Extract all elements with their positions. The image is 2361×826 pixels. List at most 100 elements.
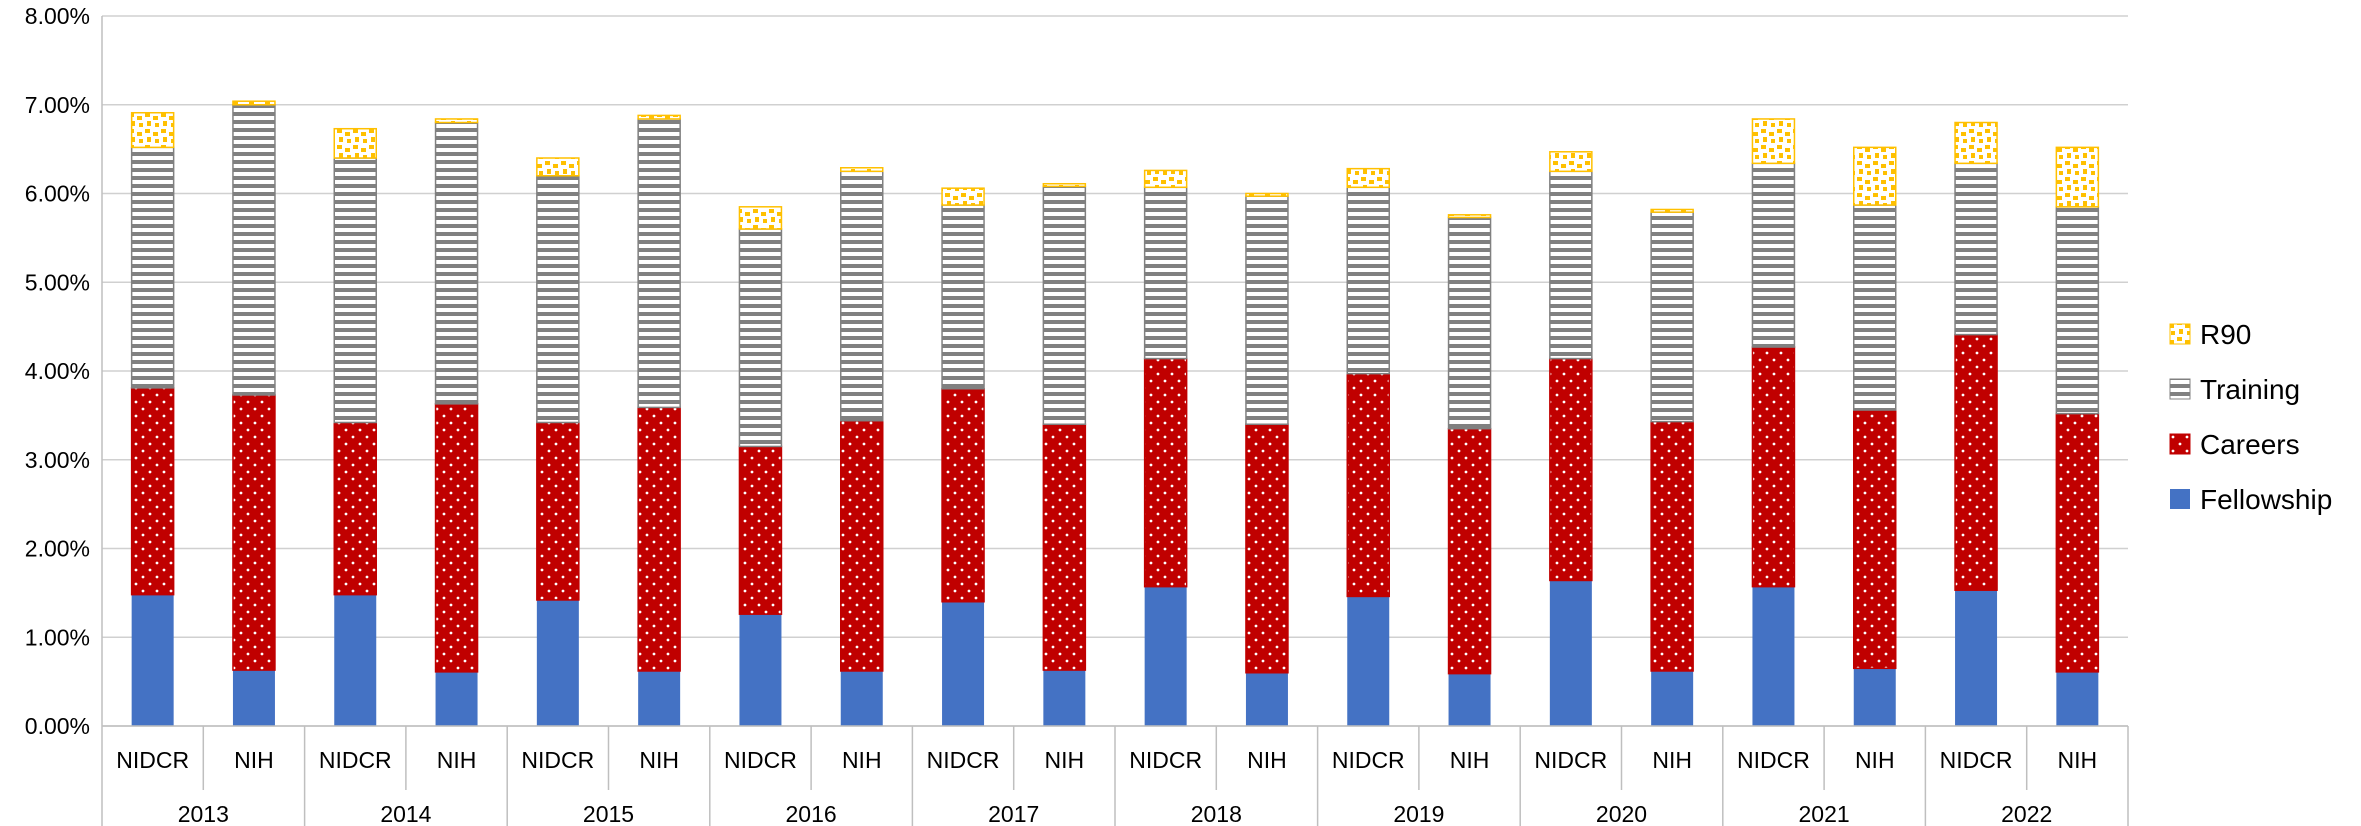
bar-segment-training-4 xyxy=(536,175,580,424)
x-axis: NIDCR NIH NIDCR NIH NIDCR NIH NIDCR NIH NIDCR NIH… xyxy=(101,725,2129,826)
bar-segment-careers-2 xyxy=(333,421,377,596)
bar-segment-careers-1 xyxy=(232,394,276,671)
bar-segment-training-8 xyxy=(941,204,985,390)
y-tick-label: 1.00% xyxy=(25,624,90,650)
year-label: 2022 xyxy=(2001,801,2052,826)
bar-segment-r90-17 xyxy=(1853,146,1897,206)
bar-segment-careers-12 xyxy=(1346,372,1390,598)
x-tick-label: NIDCR xyxy=(1940,747,2013,773)
x-tick-label: NIDCR xyxy=(1534,747,1607,773)
bar-segment-training-2 xyxy=(333,157,377,424)
y-tick-label: 6.00% xyxy=(25,181,90,207)
x-tick-label: NIDCR xyxy=(927,747,1000,773)
bar-segment-training-19 xyxy=(2055,206,2100,415)
y-tick-label: 0.00% xyxy=(25,713,90,739)
bar-segment-fellowship-11 xyxy=(1245,672,1288,726)
bar-segment-training-1 xyxy=(232,104,276,396)
bar-segment-r90-12 xyxy=(1346,167,1390,189)
bar-segment-training-5 xyxy=(637,118,681,409)
year-label: 2021 xyxy=(1799,801,1850,826)
bar-segment-fellowship-6 xyxy=(739,614,782,726)
legend-item-training: Training xyxy=(2169,374,2300,405)
bar-segment-r90-16 xyxy=(1751,118,1796,165)
bar-segment-r90-19 xyxy=(2055,146,2100,208)
bar-segment-training-9 xyxy=(1042,185,1087,425)
legend-label: Careers xyxy=(2200,429,2300,460)
year-label: 2020 xyxy=(1596,801,1647,826)
bar-segment-careers-5 xyxy=(637,406,681,672)
bar-segment-fellowship-9 xyxy=(1043,670,1086,726)
legend-item-careers: Careers xyxy=(2169,429,2300,460)
legend-item-r90: R90 xyxy=(2169,319,2251,350)
legend: R90 Training Careers Fellowship xyxy=(2169,319,2332,515)
x-tick-label: NIH xyxy=(1652,747,1692,773)
bar-segment-training-10 xyxy=(1143,186,1188,360)
bar-segment-training-12 xyxy=(1346,186,1390,375)
y-tick-label: 8.00% xyxy=(25,3,90,29)
bar-segment-r90-4 xyxy=(536,157,580,177)
bar-segment-fellowship-0 xyxy=(131,594,174,726)
bar-segment-careers-13 xyxy=(1447,427,1492,675)
bar-segment-careers-14 xyxy=(1549,357,1593,582)
y-tick-label: 7.00% xyxy=(25,92,90,118)
bar-segment-careers-0 xyxy=(130,387,175,596)
bar-segment-r90-9 xyxy=(1042,182,1087,188)
bar-segment-fellowship-3 xyxy=(435,671,478,726)
bar-segment-r90-6 xyxy=(738,206,783,230)
x-tick-label: NIH xyxy=(842,747,882,773)
x-tick-label: NIH xyxy=(2058,747,2098,773)
bars xyxy=(130,100,2100,726)
bar-segment-r90-2 xyxy=(333,127,377,159)
y-tick-label: 2.00% xyxy=(25,536,90,562)
x-tick-label: NIDCR xyxy=(1737,747,1810,773)
gridlines xyxy=(102,15,2128,727)
year-label: 2013 xyxy=(178,801,229,826)
bar-segment-training-6 xyxy=(738,228,783,448)
bar-segment-training-0 xyxy=(130,146,175,389)
year-label: 2015 xyxy=(583,801,634,826)
bar-segment-training-3 xyxy=(434,121,479,405)
bar-segment-r90-14 xyxy=(1549,151,1593,173)
legend-swatch xyxy=(2170,489,2190,509)
bar-segment-r90-8 xyxy=(941,187,985,206)
y-tick-label: 5.00% xyxy=(25,269,90,295)
bar-segment-careers-19 xyxy=(2055,412,2100,673)
bar-segment-r90-5 xyxy=(637,114,681,120)
year-label: 2014 xyxy=(380,801,431,826)
year-label: 2018 xyxy=(1191,801,1242,826)
x-tick-label: NIDCR xyxy=(1129,747,1202,773)
year-label: 2019 xyxy=(1393,801,1444,826)
y-axis: 0.00% 1.00% 2.00% 3.00% 4.00% 5.00% 6.00% 7.00%… xyxy=(25,3,103,739)
year-label: 2017 xyxy=(988,801,1039,826)
legend-label: R90 xyxy=(2200,319,2251,350)
bar-segment-careers-18 xyxy=(1954,333,1998,591)
bar-segment-fellowship-10 xyxy=(1144,586,1187,726)
bar-segment-careers-16 xyxy=(1751,346,1796,588)
legend-swatch xyxy=(2169,378,2191,400)
bar-segment-fellowship-8 xyxy=(942,601,985,726)
legend-label: Fellowship xyxy=(2200,484,2332,515)
y-tick-label: 3.00% xyxy=(25,447,90,473)
bar-segment-fellowship-18 xyxy=(1955,590,1998,726)
bar-segment-r90-7 xyxy=(840,167,884,173)
bar-segment-careers-11 xyxy=(1245,423,1289,674)
bar-segment-r90-11 xyxy=(1245,192,1289,197)
bar-segment-fellowship-4 xyxy=(536,599,579,726)
bar-segment-fellowship-7 xyxy=(840,670,883,726)
bar-segment-careers-8 xyxy=(941,388,985,603)
bar-segment-fellowship-14 xyxy=(1549,580,1592,726)
x-tick-label: NIH xyxy=(1855,747,1895,773)
x-tick-label: NIH xyxy=(1450,747,1490,773)
bar-segment-training-16 xyxy=(1751,162,1796,348)
bar-segment-training-7 xyxy=(840,170,884,422)
x-tick-label: NIH xyxy=(437,747,477,773)
bar-segment-fellowship-12 xyxy=(1347,596,1390,726)
bar-segment-fellowship-2 xyxy=(334,594,377,726)
bar-segment-training-18 xyxy=(1954,162,1998,336)
x-tick-label: NIDCR xyxy=(319,747,392,773)
bar-segment-training-13 xyxy=(1447,216,1492,430)
bar-segment-r90-0 xyxy=(130,111,175,149)
bar-segment-fellowship-17 xyxy=(1853,668,1896,726)
legend-swatch xyxy=(2169,433,2191,455)
